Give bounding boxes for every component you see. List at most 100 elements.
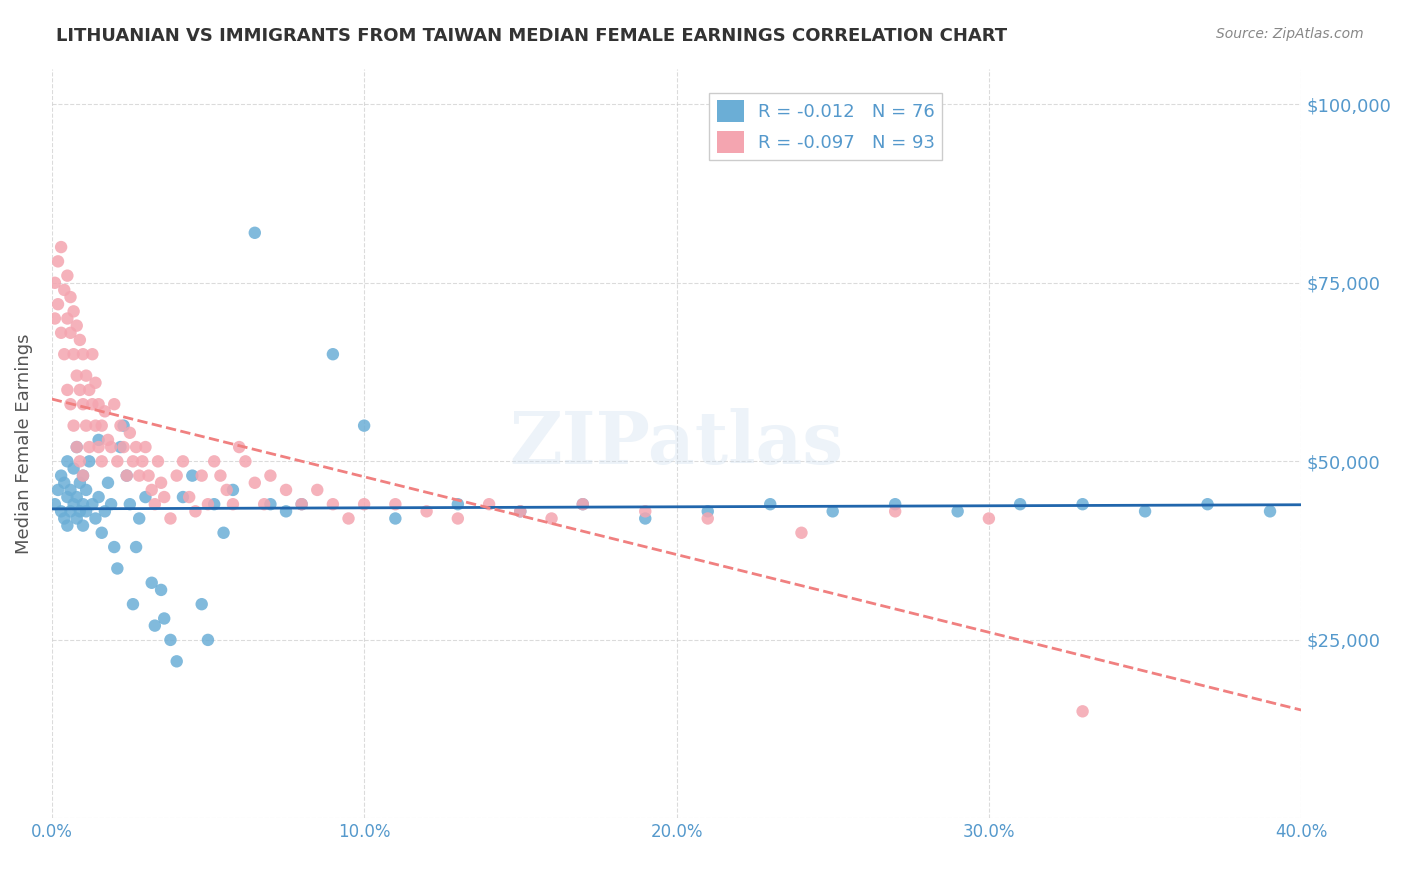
Point — [884, 504, 907, 518]
Point — [159, 632, 181, 647]
Point — [1010, 497, 1032, 511]
Point — [197, 497, 219, 511]
Point — [87, 433, 110, 447]
Point — [110, 440, 132, 454]
Point — [415, 504, 437, 518]
Point — [49, 326, 72, 340]
Point — [53, 511, 76, 525]
Point — [75, 483, 97, 497]
Point — [69, 504, 91, 518]
Point — [72, 468, 94, 483]
Point — [353, 497, 375, 511]
Point — [72, 518, 94, 533]
Point — [179, 490, 201, 504]
Point — [209, 468, 232, 483]
Point — [72, 347, 94, 361]
Point — [62, 497, 84, 511]
Point — [105, 561, 128, 575]
Point — [103, 397, 125, 411]
Point — [90, 525, 112, 540]
Point — [49, 504, 72, 518]
Point — [134, 490, 156, 504]
Point — [159, 511, 181, 525]
Point — [62, 461, 84, 475]
Point — [478, 497, 501, 511]
Point — [141, 483, 163, 497]
Point — [634, 504, 657, 518]
Point — [384, 497, 406, 511]
Point — [53, 283, 76, 297]
Point — [307, 483, 329, 497]
Point — [184, 504, 207, 518]
Point — [82, 347, 104, 361]
Point — [56, 383, 79, 397]
Point — [53, 347, 76, 361]
Point — [59, 397, 82, 411]
Point — [884, 497, 907, 511]
Legend: R = -0.012   N = 76, R = -0.097   N = 93: R = -0.012 N = 76, R = -0.097 N = 93 — [710, 93, 942, 160]
Point — [1258, 504, 1281, 518]
Point — [90, 454, 112, 468]
Point — [44, 311, 66, 326]
Point — [222, 497, 245, 511]
Point — [72, 397, 94, 411]
Point — [75, 368, 97, 383]
Point — [82, 397, 104, 411]
Point — [84, 511, 107, 525]
Point — [337, 511, 360, 525]
Point — [125, 540, 148, 554]
Point — [66, 440, 89, 454]
Point — [190, 597, 212, 611]
Point — [115, 468, 138, 483]
Point — [100, 497, 122, 511]
Point — [56, 490, 79, 504]
Point — [46, 254, 69, 268]
Point — [87, 397, 110, 411]
Point — [62, 304, 84, 318]
Point — [274, 504, 297, 518]
Point — [56, 311, 79, 326]
Point — [87, 440, 110, 454]
Point — [69, 475, 91, 490]
Point — [202, 497, 225, 511]
Point — [131, 454, 153, 468]
Point — [821, 504, 844, 518]
Point — [166, 654, 188, 668]
Point — [115, 468, 138, 483]
Point — [94, 504, 117, 518]
Point — [1197, 497, 1219, 511]
Point — [59, 290, 82, 304]
Point — [1071, 497, 1094, 511]
Point — [243, 226, 266, 240]
Point — [153, 611, 176, 625]
Point — [153, 490, 176, 504]
Point — [125, 440, 148, 454]
Point — [112, 418, 135, 433]
Point — [259, 468, 281, 483]
Point — [977, 511, 1000, 525]
Point — [82, 497, 104, 511]
Point — [90, 418, 112, 433]
Point — [384, 511, 406, 525]
Point — [509, 504, 531, 518]
Point — [49, 240, 72, 254]
Point — [46, 297, 69, 311]
Point — [59, 326, 82, 340]
Point — [66, 511, 89, 525]
Point — [66, 318, 89, 333]
Point — [172, 490, 194, 504]
Point — [322, 347, 344, 361]
Point — [202, 454, 225, 468]
Point — [143, 618, 166, 632]
Point — [66, 440, 89, 454]
Point — [146, 454, 169, 468]
Point — [696, 511, 718, 525]
Point — [197, 632, 219, 647]
Point — [59, 483, 82, 497]
Point — [69, 333, 91, 347]
Point — [118, 497, 141, 511]
Point — [66, 490, 89, 504]
Point — [94, 404, 117, 418]
Point — [322, 497, 344, 511]
Point — [253, 497, 276, 511]
